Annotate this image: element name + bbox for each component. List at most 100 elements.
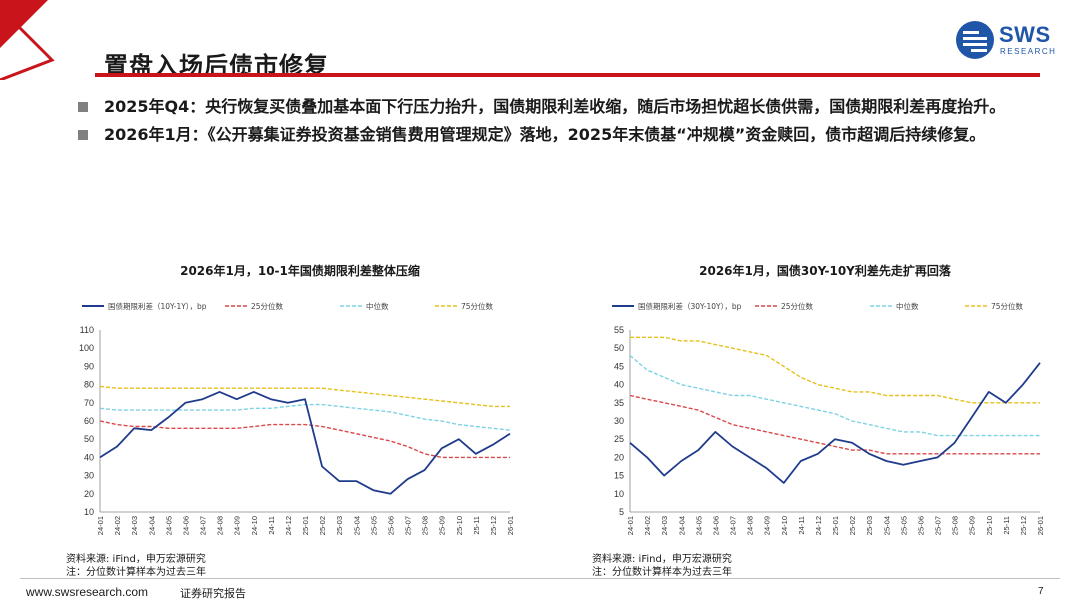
x-tick-label: 25-09	[438, 516, 447, 535]
legend-item: 25分位数	[225, 301, 284, 311]
x-tick-label: 24-05	[164, 516, 173, 535]
x-tick-label: 25-05	[369, 516, 378, 535]
x-tick-label: 24-10	[780, 516, 789, 535]
x-tick-label: 25-03	[335, 516, 344, 535]
x-tick-label: 25-01	[301, 516, 310, 535]
chart-2-source-text: 资料来源: iFind，申万宏源研究	[592, 554, 732, 565]
sws-logo: SWS RESEARCH	[955, 18, 1065, 64]
percentile-series-line	[99, 403, 511, 431]
legend-item: 国债期限利差（10Y-1Y），bp	[82, 301, 207, 311]
x-tick-label: 24-05	[694, 516, 703, 535]
legend-label: 国债期限利差（30Y-10Y），bp	[638, 301, 742, 311]
chart-2-note-text: 注：分位数计算样本为过去三年	[592, 567, 732, 578]
x-tick-label: 24-12	[814, 516, 823, 535]
x-tick-label: 24-02	[113, 516, 122, 535]
chart-2: 国债期限利差（30Y-10Y），bp 25分位数 中位数 75分位数 55 50 45 40 3…	[612, 301, 1045, 535]
x-tick-label: 24-06	[711, 516, 720, 535]
chart-1: 国债期限利差（10Y-1Y），bp 25分位数 中位数 75分位数 110 100 90 80…	[79, 301, 515, 535]
corner-decoration	[0, 0, 55, 80]
footer-label: 证券研究报告	[180, 587, 246, 600]
x-tick-label: 25-12	[1019, 516, 1028, 535]
chart-2-title: 2026年1月，国债30Y-10Y利差先走扩再回落	[699, 264, 951, 278]
x-tick-label: 24-12	[284, 516, 293, 535]
y-tick-label: 80	[84, 380, 94, 390]
x-tick-label: 24-02	[643, 516, 652, 535]
x-tick-label: 24-09	[763, 516, 772, 535]
logo-text: SWS	[999, 22, 1051, 47]
x-tick-label: 24-07	[729, 516, 738, 535]
y-tick-label: 90	[84, 361, 94, 371]
y-tick-label: 30	[614, 416, 624, 426]
x-tick-label: 24-03	[130, 516, 139, 535]
x-tick-label: 25-04	[882, 516, 891, 535]
x-tick-label: 25-12	[489, 516, 498, 535]
x-tick-label: 25-11	[472, 516, 481, 535]
legend-item: 75分位数	[435, 301, 494, 311]
x-tick-label: 24-11	[267, 516, 276, 535]
x-tick-label: 25-07	[934, 516, 943, 535]
x-tick-label: 24-08	[746, 516, 755, 535]
x-tick-label: 25-01	[831, 516, 840, 535]
x-tick-label: 25-03	[865, 516, 874, 535]
x-tick-label: 24-10	[250, 516, 259, 535]
percentile-series-line	[629, 394, 1040, 455]
y-tick-label: 100	[79, 343, 94, 353]
legend-label: 中位数	[896, 301, 919, 311]
footer-url[interactable]: www.swsresearch.com	[26, 585, 149, 599]
y-tick-label: 50	[84, 434, 94, 444]
legend-label: 25分位数	[781, 301, 814, 311]
legend-label: 国债期限利差（10Y-1Y），bp	[108, 301, 207, 311]
x-tick-label: 24-07	[199, 516, 208, 535]
x-tick-label: 24-11	[797, 516, 806, 535]
x-tick-label: 25-11	[1002, 516, 1011, 535]
x-tick-label: 25-06	[916, 516, 925, 535]
percentile-series-line	[630, 336, 1040, 404]
y-tick-label: 45	[614, 361, 624, 371]
y-tick-label: 110	[80, 325, 94, 335]
legend-item: 75分位数	[965, 301, 1024, 311]
legend-label: 75分位数	[461, 301, 494, 311]
y-tick-label: 25	[614, 434, 624, 444]
title-divider	[95, 73, 1040, 77]
bullet-text: 2025年Q4：央行恢复买债叠加基本面下行压力抬升，国债期限利差收缩，随后市场担…	[104, 97, 1006, 116]
x-tick-label: 25-10	[455, 516, 464, 535]
x-tick-label: 25-07	[404, 516, 413, 535]
x-tick-label: 25-08	[951, 516, 960, 535]
x-tick-label: 24-01	[626, 516, 635, 535]
x-tick-label: 24-03	[660, 516, 669, 535]
bullet-text: 2026年1月：《公开募集证券投资基金销售费用管理规定》落地，2025年末债基“…	[104, 125, 986, 144]
percentile-series-line	[99, 420, 510, 459]
chart-1-title: 2026年1月，10-1年国债期限利差整体压缩	[180, 264, 420, 278]
x-tick-label: 24-08	[216, 516, 225, 535]
sws-logo-icon	[956, 21, 994, 59]
x-tick-label: 25-02	[848, 516, 857, 535]
y-tick-label: 60	[84, 416, 94, 426]
x-tick-label: 25-10	[985, 516, 994, 535]
bullet-square-icon	[78, 130, 88, 140]
y-tick-label: 20	[614, 452, 624, 462]
y-tick-label: 55	[614, 325, 624, 335]
y-tick-label: 15	[614, 471, 624, 481]
y-tick-label: 35	[614, 398, 624, 408]
x-tick-label: 25-02	[318, 516, 327, 535]
chart-2-source: 资料来源: iFind，申万宏源研究 注：分位数计算样本为过去三年	[592, 553, 732, 579]
bullet-square-icon	[78, 102, 88, 112]
legend-label: 中位数	[366, 301, 389, 311]
bullet-item: 2026年1月：《公开募集证券投资基金销售费用管理规定》落地，2025年末债基“…	[78, 122, 1038, 148]
y-tick-label: 30	[84, 471, 94, 481]
chart-1-source-text: 资料来源: iFind，申万宏源研究	[66, 554, 206, 565]
y-tick-label: 40	[614, 380, 624, 390]
x-tick-label: 24-09	[233, 516, 242, 535]
legend-label: 25分位数	[251, 301, 284, 311]
y-tick-label: 10	[84, 507, 94, 517]
x-tick-label: 26-01	[506, 516, 515, 535]
logo-subtext: RESEARCH	[1000, 47, 1057, 56]
legend-label: 75分位数	[991, 301, 1024, 311]
y-tick-label: 40	[84, 452, 94, 462]
bullet-item: 2025年Q4：央行恢复买债叠加基本面下行压力抬升，国债期限利差收缩，随后市场担…	[78, 94, 1038, 120]
x-tick-label: 25-06	[386, 516, 395, 535]
x-tick-label: 26-01	[1036, 516, 1045, 535]
main-series-line	[629, 362, 1041, 484]
y-tick-label: 70	[84, 398, 94, 408]
x-tick-label: 25-04	[352, 516, 361, 535]
